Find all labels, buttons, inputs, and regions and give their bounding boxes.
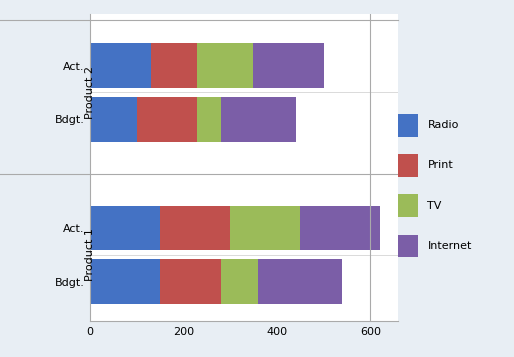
FancyBboxPatch shape	[398, 235, 418, 257]
Text: Print: Print	[428, 160, 453, 171]
Text: TV: TV	[428, 201, 442, 211]
Bar	[90, 44, 151, 88]
Bar	[90, 97, 137, 141]
Bar	[221, 260, 258, 304]
Text: Internet: Internet	[428, 241, 472, 251]
Bar	[300, 206, 380, 250]
Bar	[90, 206, 160, 250]
Text: Product 1: Product 1	[85, 228, 95, 281]
Bar	[90, 260, 160, 304]
Bar	[221, 97, 296, 141]
FancyBboxPatch shape	[398, 194, 418, 217]
Text: Product 2: Product 2	[85, 66, 95, 119]
FancyBboxPatch shape	[398, 114, 418, 136]
Text: Radio: Radio	[428, 120, 459, 130]
Bar	[258, 260, 342, 304]
FancyBboxPatch shape	[398, 154, 418, 177]
Bar	[197, 97, 221, 141]
Bar	[160, 206, 230, 250]
Bar	[160, 260, 221, 304]
Bar	[151, 44, 197, 88]
Bar	[197, 44, 253, 88]
Bar	[253, 44, 324, 88]
Bar	[230, 206, 300, 250]
Bar	[137, 97, 197, 141]
